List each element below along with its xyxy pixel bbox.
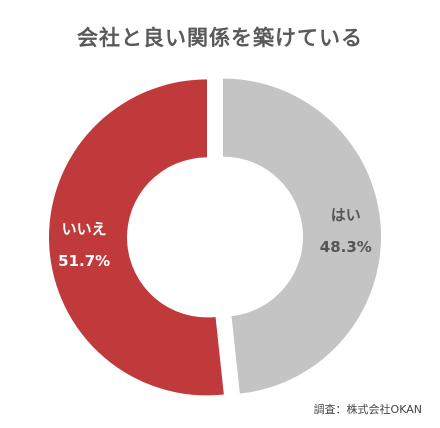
slice-yes xyxy=(222,78,381,394)
slice-label-category: はい xyxy=(331,206,361,224)
slice-label-category: いいえ xyxy=(62,220,107,238)
slice-label-value: 51.7% xyxy=(58,252,110,270)
slice-label-value: 48.3% xyxy=(320,238,372,256)
slice-no xyxy=(49,79,224,396)
chart-title: 会社と良い関係を築けている xyxy=(77,26,363,50)
source-note: 調査：株式会社OKAN xyxy=(313,403,422,416)
